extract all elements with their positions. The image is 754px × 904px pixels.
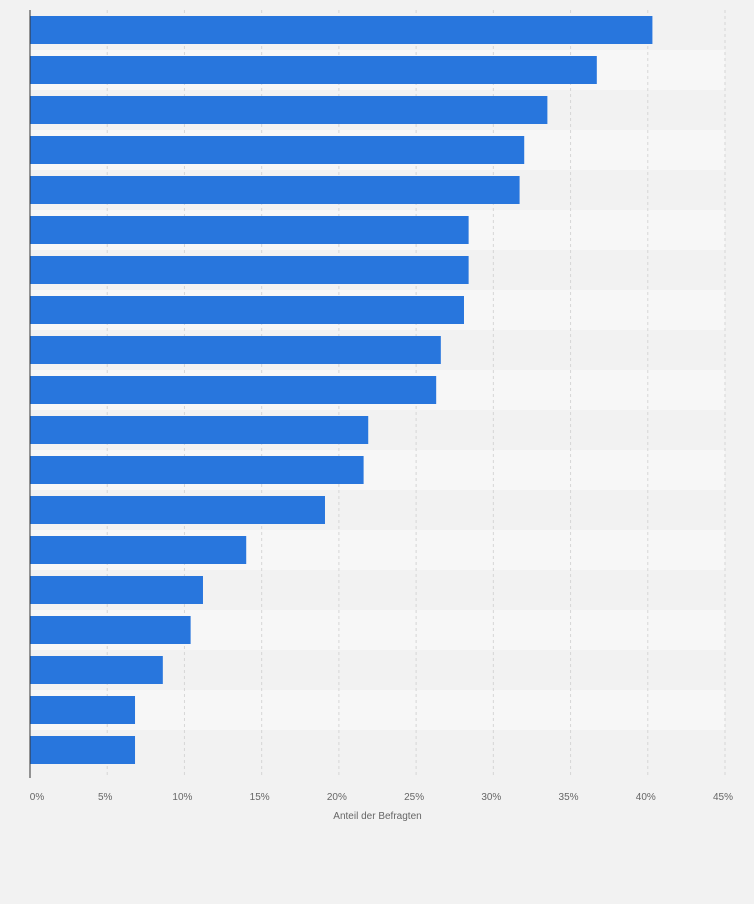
x-axis-title: Anteil der Befragten: [333, 811, 421, 822]
bar: [30, 336, 441, 364]
bar: [30, 296, 464, 324]
x-tick-label: 0%: [30, 792, 45, 803]
bar: [30, 616, 191, 644]
bar: [30, 416, 369, 444]
x-tick-label: 30%: [481, 792, 501, 803]
bar: [30, 216, 469, 244]
bar: [30, 576, 203, 604]
bar: [30, 736, 136, 764]
x-tick-label: 45%: [713, 792, 733, 803]
bar: [30, 696, 136, 724]
x-tick-labels: 0% 5% 10% 15% 20% 25% 30% 35% 40% 45%: [30, 792, 733, 803]
bar: [30, 496, 325, 524]
row-band: [30, 690, 725, 730]
x-tick-label: 10%: [172, 792, 192, 803]
x-tick-label: 20%: [327, 792, 347, 803]
x-tick-label: 40%: [636, 792, 656, 803]
row-band: [30, 730, 725, 770]
bar: [30, 56, 597, 84]
bar: [30, 136, 525, 164]
bar: [30, 176, 520, 204]
bar: [30, 456, 364, 484]
bar: [30, 656, 163, 684]
x-tick-label: 5%: [98, 792, 113, 803]
x-tick-label: 15%: [250, 792, 270, 803]
bar: [30, 256, 469, 284]
bar: [30, 376, 437, 404]
bar: [30, 16, 653, 44]
bar: [30, 96, 548, 124]
x-tick-label: 35%: [559, 792, 579, 803]
bar: [30, 536, 247, 564]
bars: [30, 16, 653, 764]
x-tick-label: 25%: [404, 792, 424, 803]
